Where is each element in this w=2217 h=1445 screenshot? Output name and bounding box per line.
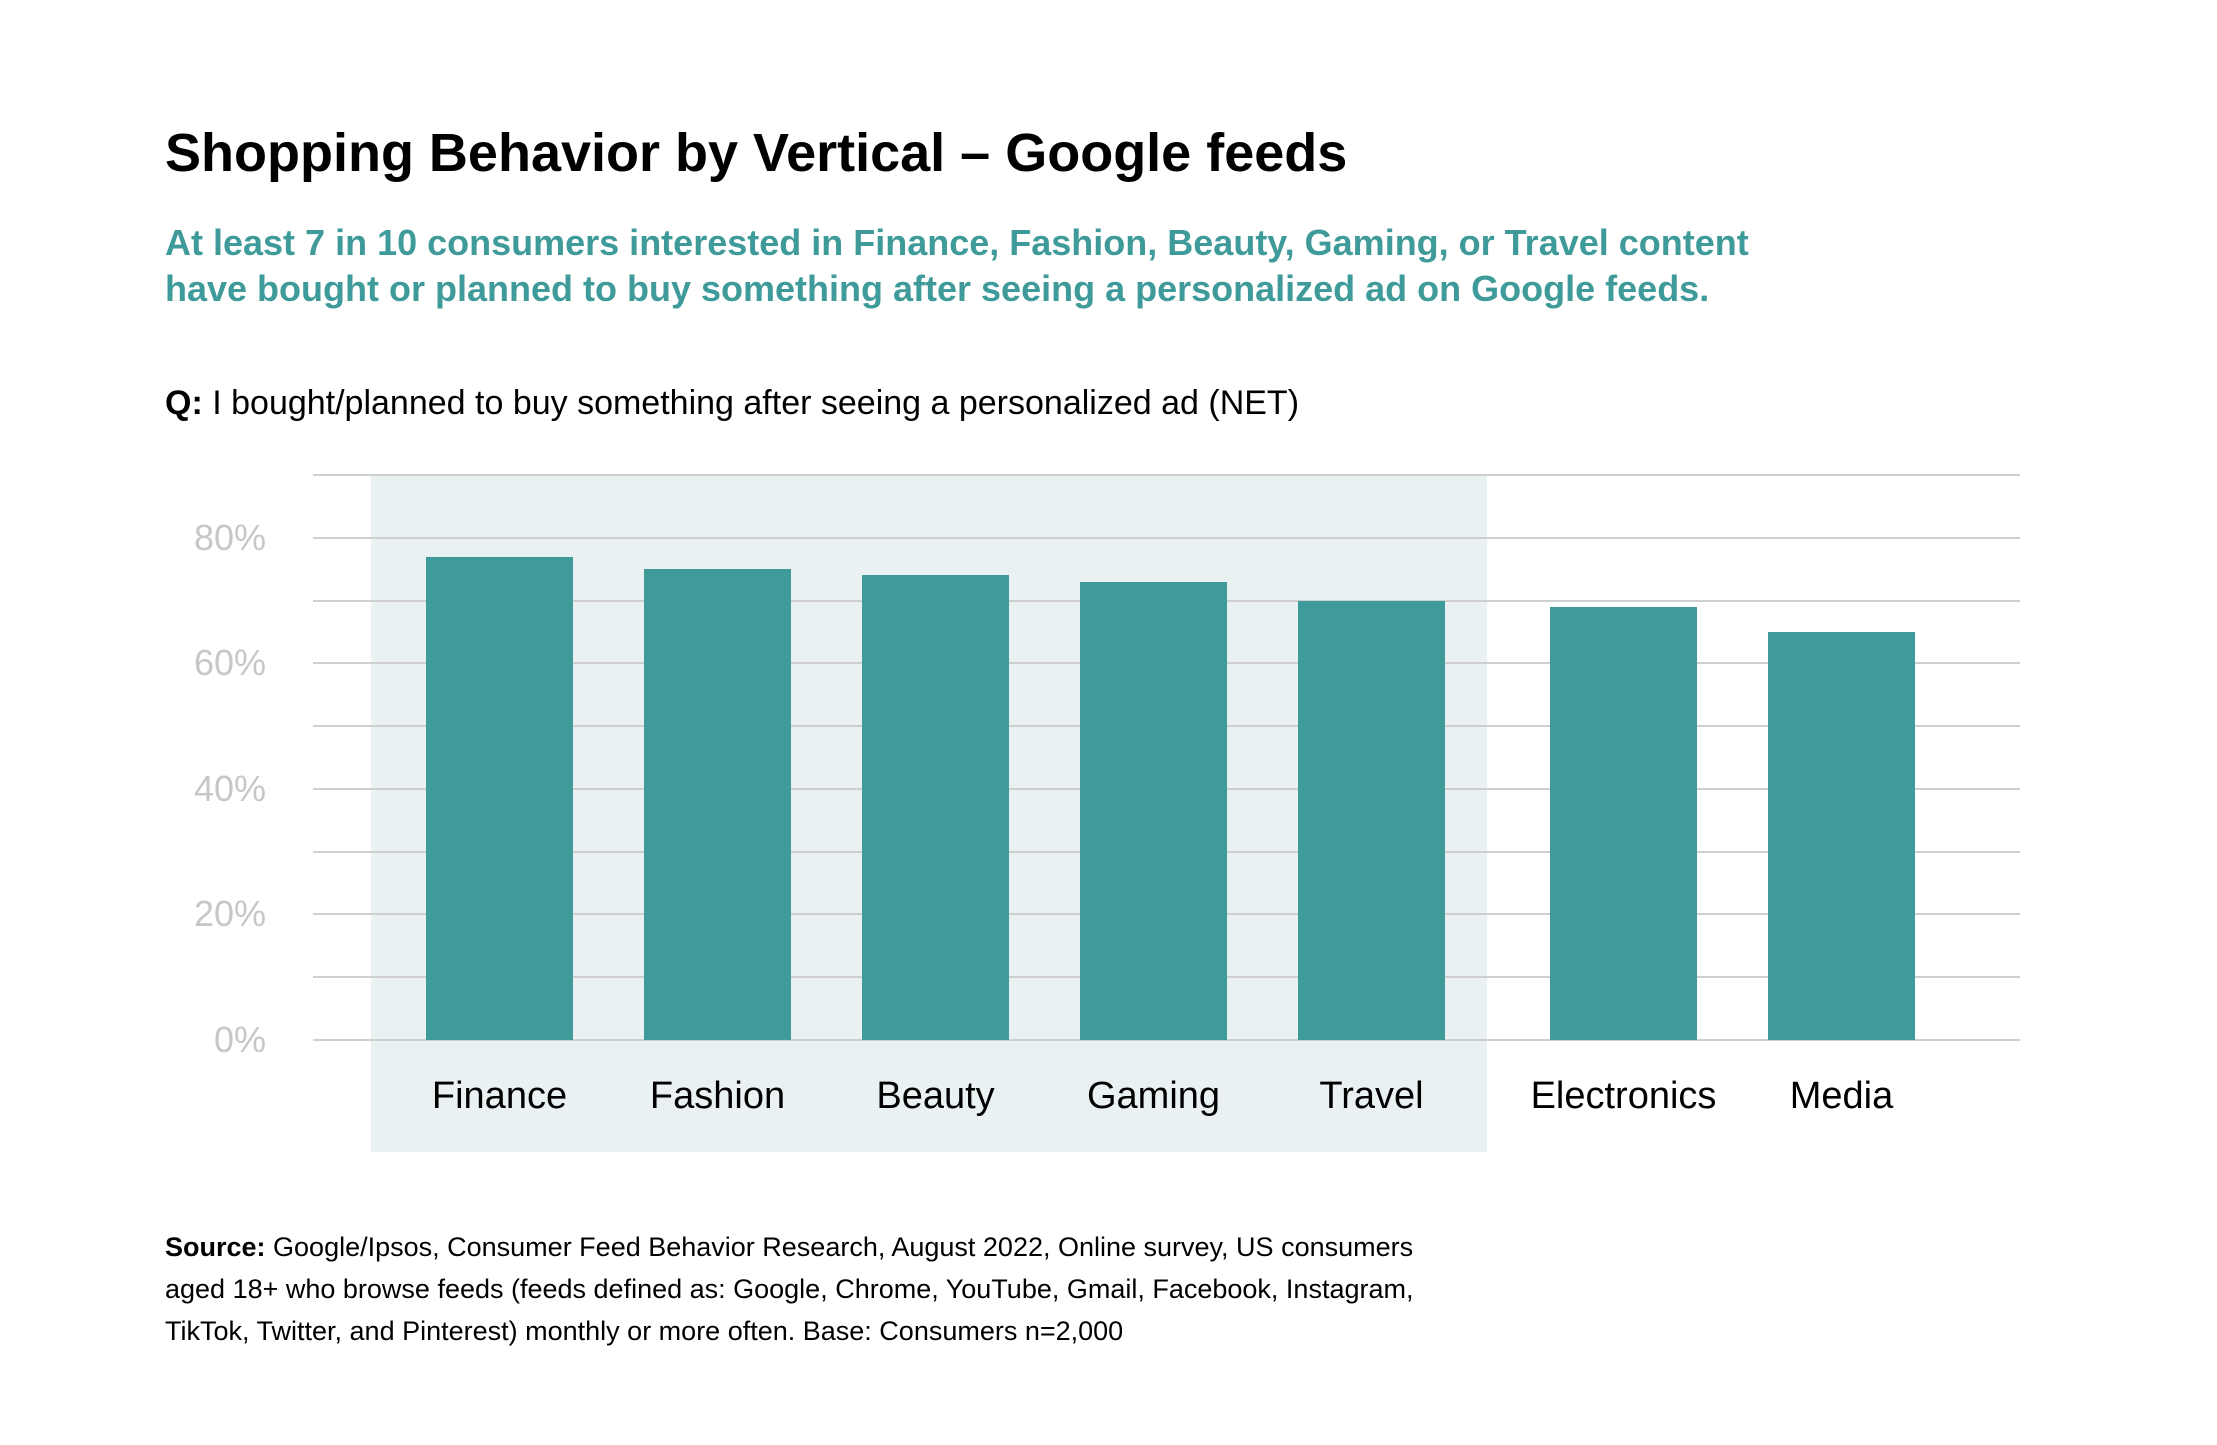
- subtitle-line-2: have bought or planned to buy something …: [165, 268, 1710, 309]
- source-label: Source:: [165, 1232, 266, 1262]
- source-note: Source: Google/Ipsos, Consumer Feed Beha…: [165, 1226, 1414, 1352]
- y-axis-label-60: 60%: [193, 642, 266, 684]
- x-axis-label-beauty: Beauty: [876, 1075, 995, 1117]
- source-line-3: TikTok, Twitter, and Pinterest) monthly …: [165, 1316, 1124, 1346]
- y-axis-label-20: 20%: [193, 893, 266, 935]
- bar-travel: [1298, 600, 1445, 1040]
- x-axis-label-travel: Travel: [1319, 1075, 1424, 1117]
- gridline-80: [313, 536, 2020, 539]
- y-axis-label-0: 0%: [213, 1019, 266, 1060]
- subtitle: At least 7 in 10 consumers interested in…: [165, 220, 1749, 312]
- y-axis-label-40: 40%: [193, 767, 266, 809]
- x-axis-label-media: Media: [1789, 1075, 1894, 1117]
- bar-media: [1768, 631, 1915, 1040]
- bar-fashion: [644, 569, 791, 1040]
- bar-gaming: [1080, 581, 1227, 1040]
- source-line-1-text: Google/Ipsos, Consumer Feed Behavior Res…: [265, 1232, 1414, 1262]
- source-line-2: aged 18+ who browse feeds (feeds defined…: [165, 1274, 1414, 1304]
- question-label: Q:: [165, 384, 203, 422]
- gridline-0: [313, 1039, 2020, 1041]
- x-axis-label-gaming: Gaming: [1086, 1075, 1221, 1117]
- x-axis-label-finance: Finance: [431, 1075, 568, 1117]
- bar-beauty: [862, 575, 1009, 1040]
- page-title: Shopping Behavior by Vertical – Google f…: [165, 123, 1348, 183]
- survey-question: Q: I bought/planned to buy something aft…: [165, 384, 1299, 423]
- bar-finance: [426, 556, 573, 1040]
- y-axis-label-80: 80%: [193, 516, 266, 558]
- question-text: I bought/planned to buy something after …: [202, 384, 1300, 422]
- x-axis-label-fashion: Fashion: [649, 1075, 786, 1117]
- bar-electronics: [1550, 606, 1697, 1040]
- subtitle-line-1: At least 7 in 10 consumers interested in…: [165, 222, 1749, 263]
- x-axis-label-electronics: Electronics: [1530, 1075, 1717, 1117]
- gridline-90: [313, 474, 2020, 476]
- source-line-1: Source: Google/Ipsos, Consumer Feed Beha…: [165, 1226, 1414, 1268]
